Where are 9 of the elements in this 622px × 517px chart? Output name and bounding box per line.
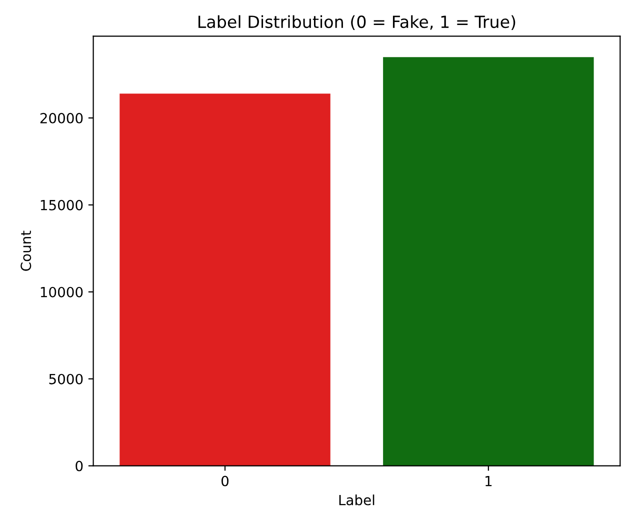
chart-title: Label Distribution (0 = Fake, 1 = True) <box>198 15 516 30</box>
y-tick-label: 5000 <box>49 374 83 384</box>
x-tick-label: 1 <box>486 476 492 486</box>
y-tick-label: 20000 <box>40 112 83 124</box>
y-tick-label: 10000 <box>40 286 83 298</box>
x-axis-title: Label <box>339 494 374 506</box>
y-tick-label: 0 <box>76 460 83 472</box>
y-tick-label: 15000 <box>40 200 83 210</box>
y-axis-title: Count <box>20 230 32 271</box>
